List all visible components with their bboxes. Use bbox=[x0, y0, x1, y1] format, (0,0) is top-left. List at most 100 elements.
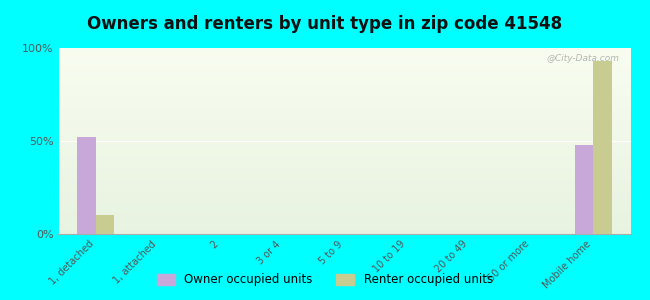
Bar bbox=[58, 184, 630, 185]
Bar bbox=[58, 118, 630, 119]
Bar bbox=[58, 87, 630, 88]
Bar bbox=[58, 204, 630, 205]
Bar bbox=[58, 115, 630, 116]
Bar bbox=[58, 117, 630, 118]
Bar bbox=[58, 166, 630, 167]
Bar bbox=[58, 136, 630, 137]
Bar bbox=[58, 94, 630, 95]
Bar bbox=[58, 90, 630, 91]
Bar bbox=[58, 173, 630, 175]
Bar bbox=[58, 193, 630, 194]
Bar bbox=[58, 198, 630, 199]
Bar bbox=[58, 108, 630, 110]
Bar bbox=[58, 164, 630, 165]
Bar bbox=[58, 151, 630, 152]
Bar bbox=[58, 120, 630, 121]
Bar bbox=[58, 140, 630, 141]
Legend: Owner occupied units, Renter occupied units: Owner occupied units, Renter occupied un… bbox=[153, 269, 497, 291]
Bar bbox=[58, 177, 630, 178]
Bar bbox=[58, 149, 630, 150]
Bar bbox=[58, 75, 630, 76]
Bar bbox=[58, 220, 630, 221]
Bar bbox=[58, 48, 630, 49]
Bar bbox=[58, 212, 630, 213]
Bar bbox=[58, 162, 630, 163]
Bar bbox=[58, 216, 630, 217]
Bar bbox=[58, 86, 630, 87]
Bar bbox=[58, 191, 630, 192]
Bar bbox=[58, 63, 630, 64]
Bar bbox=[58, 172, 630, 173]
Bar bbox=[58, 50, 630, 51]
Bar bbox=[58, 124, 630, 125]
Bar bbox=[58, 49, 630, 50]
Bar bbox=[58, 189, 630, 190]
Bar bbox=[58, 138, 630, 139]
Bar bbox=[58, 133, 630, 134]
Bar bbox=[58, 135, 630, 136]
Bar bbox=[58, 56, 630, 57]
Bar bbox=[58, 130, 630, 131]
Bar bbox=[58, 84, 630, 85]
Bar bbox=[58, 205, 630, 206]
Bar bbox=[58, 60, 630, 61]
Bar bbox=[58, 188, 630, 189]
Bar bbox=[58, 218, 630, 219]
Bar bbox=[58, 83, 630, 84]
Bar bbox=[58, 72, 630, 73]
Bar bbox=[58, 159, 630, 160]
Bar bbox=[58, 153, 630, 154]
Bar bbox=[58, 187, 630, 188]
Bar bbox=[58, 113, 630, 114]
Bar bbox=[58, 206, 630, 207]
Bar bbox=[58, 160, 630, 161]
Bar bbox=[58, 202, 630, 203]
Bar bbox=[58, 171, 630, 172]
Bar bbox=[58, 211, 630, 212]
Bar bbox=[58, 126, 630, 127]
Bar bbox=[58, 55, 630, 56]
Bar bbox=[58, 129, 630, 130]
Bar bbox=[58, 196, 630, 197]
Bar bbox=[58, 92, 630, 93]
Bar bbox=[58, 226, 630, 227]
Bar bbox=[58, 93, 630, 94]
Bar bbox=[58, 150, 630, 151]
Bar bbox=[58, 91, 630, 92]
Bar bbox=[58, 69, 630, 70]
Bar bbox=[96, 215, 114, 234]
Bar bbox=[58, 185, 630, 186]
Bar bbox=[58, 168, 630, 169]
Bar bbox=[58, 186, 630, 187]
Bar bbox=[77, 137, 96, 234]
Bar bbox=[58, 66, 630, 67]
Bar bbox=[58, 146, 630, 147]
Bar bbox=[58, 222, 630, 223]
Bar bbox=[58, 145, 630, 146]
Bar bbox=[58, 101, 630, 102]
Bar bbox=[58, 95, 630, 96]
Bar bbox=[58, 102, 630, 103]
Bar bbox=[58, 105, 630, 106]
Bar bbox=[58, 82, 630, 83]
Bar bbox=[58, 157, 630, 158]
Bar bbox=[58, 155, 630, 156]
Bar bbox=[58, 165, 630, 166]
Bar bbox=[58, 200, 630, 202]
Bar bbox=[58, 54, 630, 55]
Bar bbox=[58, 76, 630, 77]
Bar bbox=[58, 152, 630, 153]
Bar bbox=[575, 145, 593, 234]
Bar bbox=[58, 148, 630, 149]
Bar bbox=[58, 116, 630, 117]
Bar bbox=[58, 163, 630, 164]
Bar bbox=[58, 199, 630, 200]
Bar bbox=[58, 190, 630, 191]
Bar bbox=[58, 158, 630, 159]
Bar bbox=[58, 80, 630, 82]
Bar bbox=[58, 195, 630, 196]
Bar bbox=[58, 122, 630, 123]
Bar bbox=[58, 154, 630, 155]
Bar bbox=[58, 111, 630, 112]
Bar bbox=[58, 156, 630, 157]
